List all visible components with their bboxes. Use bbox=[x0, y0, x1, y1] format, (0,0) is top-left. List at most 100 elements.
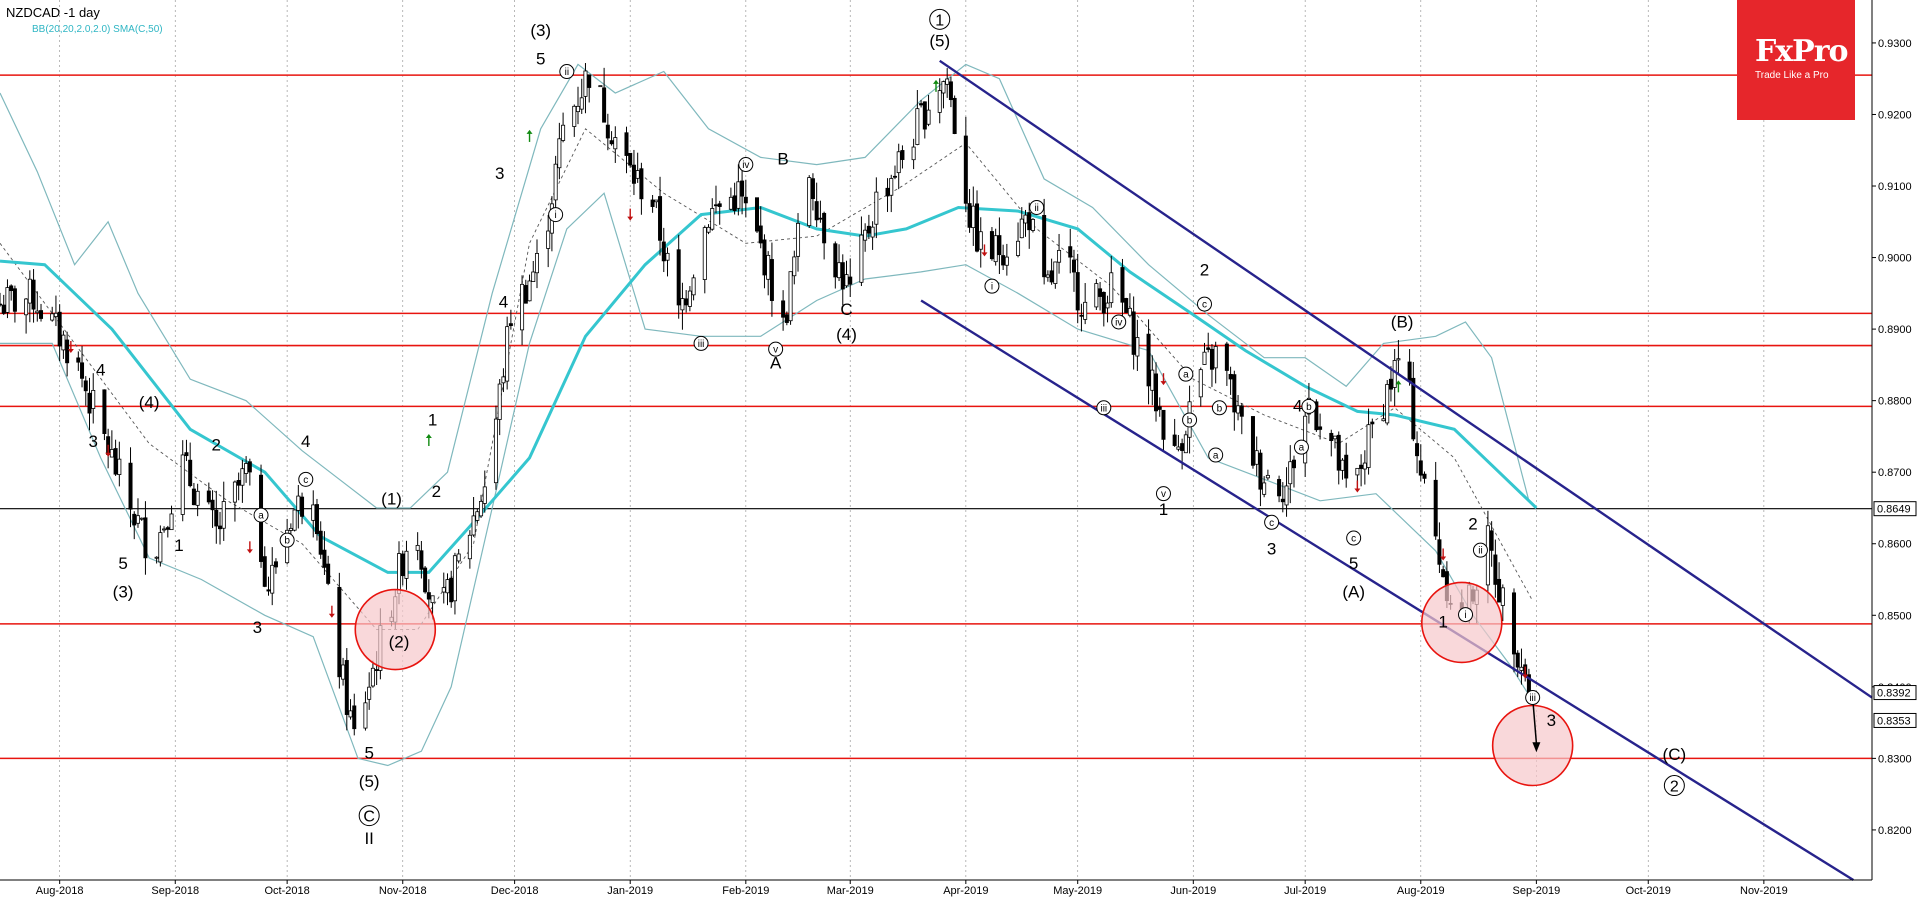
candle-body bbox=[1202, 351, 1207, 365]
candle-body bbox=[35, 310, 40, 314]
candle-body bbox=[270, 564, 275, 594]
candle-body bbox=[605, 124, 610, 139]
signal-arrow-head bbox=[981, 252, 988, 257]
candle-body bbox=[1001, 255, 1006, 266]
signal-arrow-head bbox=[105, 452, 112, 457]
candle-body bbox=[1254, 450, 1259, 465]
signal-arrow-head bbox=[933, 79, 939, 84]
candle-body bbox=[370, 667, 375, 687]
candle-body bbox=[900, 150, 905, 160]
candle-body bbox=[978, 231, 983, 250]
candle-body bbox=[1288, 461, 1293, 485]
candle-body bbox=[661, 241, 666, 262]
x-tick-label: Jun-2019 bbox=[1170, 885, 1216, 897]
wave-label-circle bbox=[929, 8, 951, 30]
wave-label: (A) bbox=[1342, 582, 1365, 601]
candle-body bbox=[1127, 307, 1132, 316]
candle-body bbox=[788, 271, 793, 322]
candle-body bbox=[572, 105, 577, 127]
candle-body bbox=[631, 164, 636, 184]
candle-body bbox=[50, 313, 55, 321]
circled-wave-label: a bbox=[1213, 451, 1219, 462]
candle-body bbox=[534, 253, 539, 274]
wave-label: 1 bbox=[1159, 500, 1168, 519]
wave-label: B bbox=[777, 150, 788, 169]
brand-logo: FxPro Trade Like a Pro bbox=[1737, 0, 1855, 120]
candle-body bbox=[822, 212, 827, 244]
wave-label: A bbox=[770, 353, 782, 372]
candle-body bbox=[91, 389, 96, 409]
candle-body bbox=[728, 196, 733, 210]
wave-label: 2 bbox=[1468, 514, 1477, 533]
candle-body bbox=[814, 201, 819, 221]
candle-body bbox=[892, 175, 897, 178]
candle-body bbox=[341, 664, 346, 680]
candle-body bbox=[505, 326, 510, 382]
candle-body bbox=[180, 454, 185, 515]
circled-wave-label: a bbox=[1299, 443, 1305, 454]
candle-body bbox=[352, 705, 357, 730]
wave-label-circle bbox=[358, 805, 380, 827]
candle-body bbox=[583, 70, 588, 97]
candle-body bbox=[1381, 418, 1386, 422]
candle-body bbox=[1500, 587, 1505, 606]
candle-body bbox=[221, 501, 226, 529]
wave-label-circle bbox=[1096, 400, 1112, 416]
candle-body bbox=[400, 553, 405, 577]
wave-label: 4 bbox=[499, 293, 508, 312]
candle-body bbox=[139, 517, 144, 520]
wave-label: (2) bbox=[389, 632, 410, 651]
wave-label: (3) bbox=[113, 582, 134, 601]
candle-body bbox=[1515, 652, 1520, 668]
x-tick-label: Dec-2018 bbox=[491, 885, 539, 897]
candle-body bbox=[781, 300, 786, 318]
signal-arrow-head bbox=[1160, 381, 1167, 386]
candle-body bbox=[244, 463, 249, 474]
circled-wave-label: b bbox=[284, 536, 290, 547]
wave-label: II bbox=[364, 829, 373, 848]
candle-body bbox=[975, 203, 980, 252]
wave-label-circle bbox=[768, 341, 784, 357]
candle-body bbox=[717, 203, 722, 207]
candle-body bbox=[613, 137, 618, 150]
wave-label-circle bbox=[1178, 366, 1194, 382]
candle-body bbox=[1019, 218, 1024, 239]
candle-body bbox=[232, 481, 237, 503]
candle-body bbox=[1489, 530, 1494, 551]
candle-body bbox=[9, 285, 14, 292]
circled-wave-label: iii bbox=[1100, 403, 1107, 414]
candle-body bbox=[769, 259, 774, 301]
x-tick-label: Feb-2019 bbox=[722, 885, 769, 897]
candle-body bbox=[1161, 409, 1166, 440]
candle-body bbox=[810, 178, 815, 200]
x-tick-label: Aug-2018 bbox=[36, 885, 84, 897]
candle-body bbox=[561, 124, 566, 141]
candle-body bbox=[1120, 267, 1125, 303]
candle-body bbox=[945, 78, 950, 85]
candle-body bbox=[691, 277, 696, 296]
x-tick-label: May-2019 bbox=[1053, 885, 1102, 897]
circled-wave-label: 1 bbox=[935, 12, 944, 29]
candle-body bbox=[273, 561, 278, 568]
candle-body bbox=[479, 501, 484, 517]
circled-wave-label: b bbox=[1187, 415, 1193, 426]
wave-label-circle bbox=[693, 335, 709, 351]
candle-body bbox=[1388, 378, 1393, 390]
candle-body bbox=[266, 589, 271, 592]
wave-label: 5 bbox=[536, 49, 545, 68]
candle-body bbox=[5, 287, 10, 313]
candle-body bbox=[154, 556, 159, 559]
candle-body bbox=[1277, 479, 1282, 497]
wave-label: (3) bbox=[530, 21, 551, 40]
candle-body bbox=[926, 109, 931, 125]
signal-arrow-head bbox=[425, 434, 432, 438]
y-tick-label: 0.9000 bbox=[1878, 253, 1912, 265]
candle-body bbox=[12, 288, 17, 312]
candle-body bbox=[598, 85, 603, 88]
candle-body bbox=[1183, 434, 1188, 454]
candle-body bbox=[288, 527, 293, 531]
candle-body bbox=[889, 178, 894, 196]
wave-label: 1 bbox=[174, 536, 183, 555]
wave-label-circle bbox=[984, 278, 1000, 294]
